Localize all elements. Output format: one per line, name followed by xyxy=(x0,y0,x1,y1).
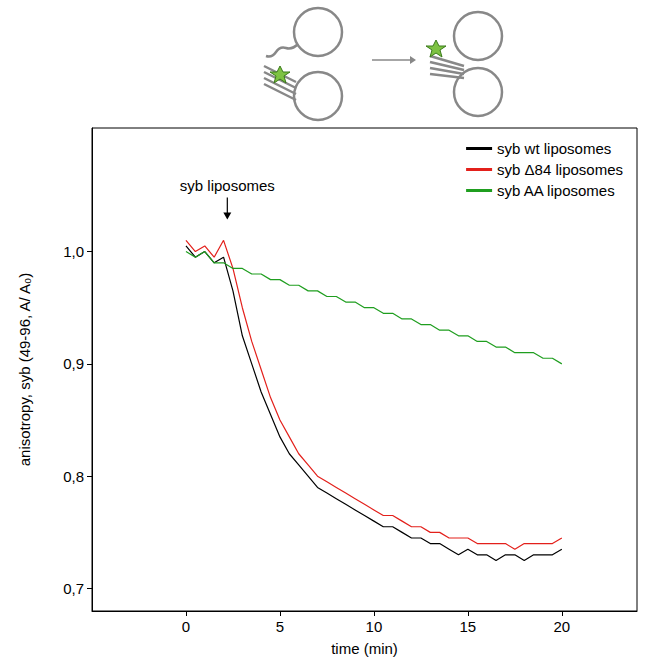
svg-text:time (min): time (min) xyxy=(331,640,398,657)
svg-text:5: 5 xyxy=(276,618,284,635)
svg-text:10: 10 xyxy=(366,618,383,635)
svg-text:0: 0 xyxy=(182,618,190,635)
svg-text:0,7: 0,7 xyxy=(63,580,84,597)
svg-text:anisotropy, syb (49-96, A/ A₀): anisotropy, syb (49-96, A/ A₀) xyxy=(16,273,33,467)
svg-text:syb liposomes: syb liposomes xyxy=(180,177,275,194)
svg-text:15: 15 xyxy=(460,618,477,635)
svg-text:0,9: 0,9 xyxy=(63,355,84,372)
svg-text:0,8: 0,8 xyxy=(63,468,84,485)
svg-text:1,0: 1,0 xyxy=(63,243,84,260)
svg-text:syb AA liposomes: syb AA liposomes xyxy=(497,182,615,199)
svg-text:20: 20 xyxy=(553,618,570,635)
svg-text:syb Δ84 liposomes: syb Δ84 liposomes xyxy=(497,161,623,178)
svg-text:syb wt liposomes: syb wt liposomes xyxy=(497,140,611,157)
